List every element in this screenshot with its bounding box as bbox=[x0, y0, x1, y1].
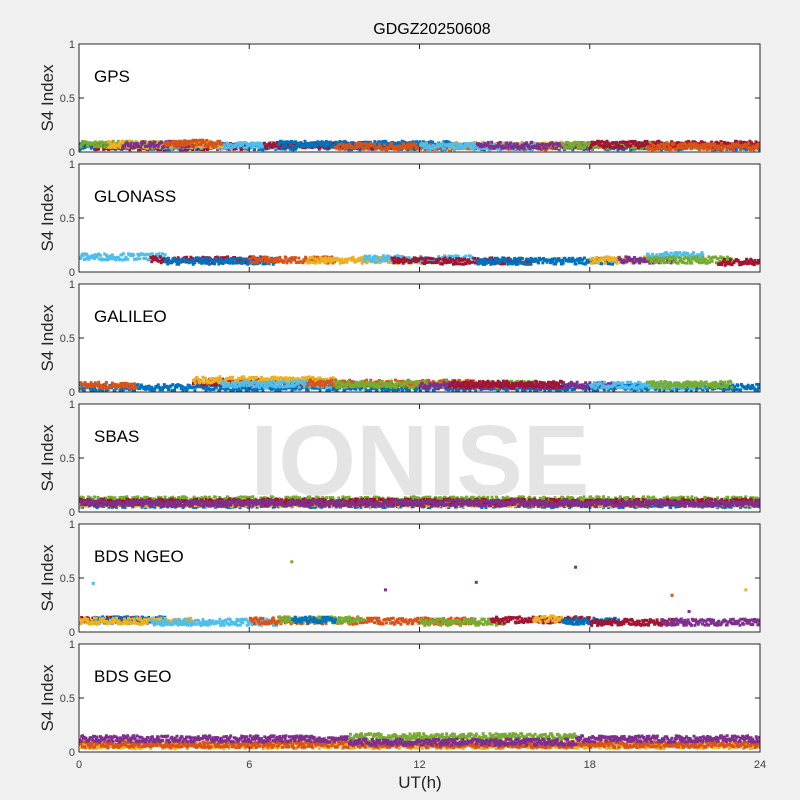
panel-sbas: 0 0.5 1 S4 Index SBAS bbox=[38, 399, 761, 519]
plot-area bbox=[79, 404, 760, 512]
y-tick-label: 0.5 bbox=[60, 453, 75, 465]
y-axis-label: S4 Index bbox=[38, 184, 57, 252]
y-tick-label: 0 bbox=[69, 267, 75, 279]
series-orange bbox=[163, 138, 223, 148]
x-tick-label: 24 bbox=[754, 759, 766, 771]
y-tick-label: 1 bbox=[69, 159, 75, 171]
y-tick-label: 0.5 bbox=[60, 573, 75, 585]
data-points bbox=[79, 732, 760, 751]
series-yellow bbox=[532, 614, 564, 624]
panel-label: BDS GEO bbox=[94, 667, 171, 686]
series-purple bbox=[575, 734, 760, 744]
y-tick-label: 0 bbox=[69, 507, 75, 519]
outlier-point bbox=[383, 588, 387, 592]
y-tick-label: 0.5 bbox=[60, 93, 75, 105]
panel-bds-geo: 0 6 12 18 24 0 0.5 1 S4 Index BDS GEO bbox=[38, 639, 766, 771]
y-tick-label: 0.5 bbox=[60, 213, 75, 225]
y-tick-label: 1 bbox=[69, 519, 75, 531]
y-tick-label: 0 bbox=[69, 747, 75, 759]
y-tick-label: 0 bbox=[69, 627, 75, 639]
panel-bds-ngeo: 0 0.5 1 S4 Index BDS NGEO bbox=[38, 519, 761, 639]
x-axis-label: UT(h) bbox=[398, 773, 441, 792]
outlier-point bbox=[670, 593, 674, 597]
panel-label: GLONASS bbox=[94, 187, 176, 206]
panel-label: GALILEO bbox=[94, 307, 167, 326]
series-cyan bbox=[79, 252, 167, 262]
chart-title: GDGZ20250608 bbox=[373, 21, 491, 38]
outlier-point bbox=[290, 560, 294, 564]
outlier-point bbox=[744, 588, 748, 592]
y-axis-label: S4 Index bbox=[38, 64, 57, 132]
data-points bbox=[79, 138, 760, 152]
panel-label: GPS bbox=[94, 67, 130, 86]
panel-label: BDS NGEO bbox=[94, 547, 184, 566]
outlier-point bbox=[474, 580, 478, 584]
watermark: IONISE bbox=[251, 405, 590, 517]
x-tick-label: 0 bbox=[76, 759, 82, 771]
panel-label: SBAS bbox=[94, 427, 139, 446]
plot-area bbox=[79, 524, 760, 632]
y-tick-label: 1 bbox=[69, 639, 75, 651]
series-orange bbox=[646, 142, 760, 152]
series-green bbox=[419, 617, 508, 627]
y-tick-label: 0 bbox=[69, 147, 75, 159]
y-tick-label: 1 bbox=[69, 39, 75, 51]
panel-glonass: 0 0.5 1 S4 Index GLONASS bbox=[38, 159, 761, 279]
series-purple bbox=[348, 737, 578, 747]
outlier-point bbox=[574, 565, 578, 569]
y-tick-label: 1 bbox=[69, 399, 75, 411]
y-tick-label: 0 bbox=[69, 387, 75, 399]
series-red bbox=[716, 257, 760, 267]
panel-gps: 0 0.5 1 S4 Index GPS bbox=[38, 39, 761, 159]
series-orange bbox=[79, 380, 138, 391]
y-axis-label: S4 Index bbox=[38, 424, 57, 492]
series-red bbox=[447, 379, 564, 389]
data-points bbox=[79, 495, 760, 510]
series-purple bbox=[79, 734, 351, 744]
x-tick-label: 12 bbox=[413, 759, 425, 771]
plot-area bbox=[79, 284, 760, 392]
y-axis-label: S4 Index bbox=[38, 544, 57, 612]
data-points bbox=[79, 251, 760, 267]
panel-galileo: 0 0.5 1 S4 Index GALILEO bbox=[38, 279, 761, 399]
y-tick-label: 1 bbox=[69, 279, 75, 291]
outlier-point bbox=[687, 609, 691, 613]
x-tick-label: 6 bbox=[246, 759, 252, 771]
y-tick-label: 0.5 bbox=[60, 693, 75, 705]
series-green bbox=[646, 379, 734, 390]
series-blue bbox=[291, 615, 337, 625]
plot-area bbox=[79, 44, 760, 152]
y-axis-label: S4 Index bbox=[38, 664, 57, 732]
y-axis-label: S4 Index bbox=[38, 304, 57, 372]
data-points bbox=[79, 560, 760, 627]
x-tick-label: 18 bbox=[584, 759, 596, 771]
y-tick-label: 0.5 bbox=[60, 333, 75, 345]
series-purple bbox=[660, 617, 760, 627]
series-purple bbox=[79, 498, 760, 508]
outlier-point bbox=[91, 581, 95, 585]
